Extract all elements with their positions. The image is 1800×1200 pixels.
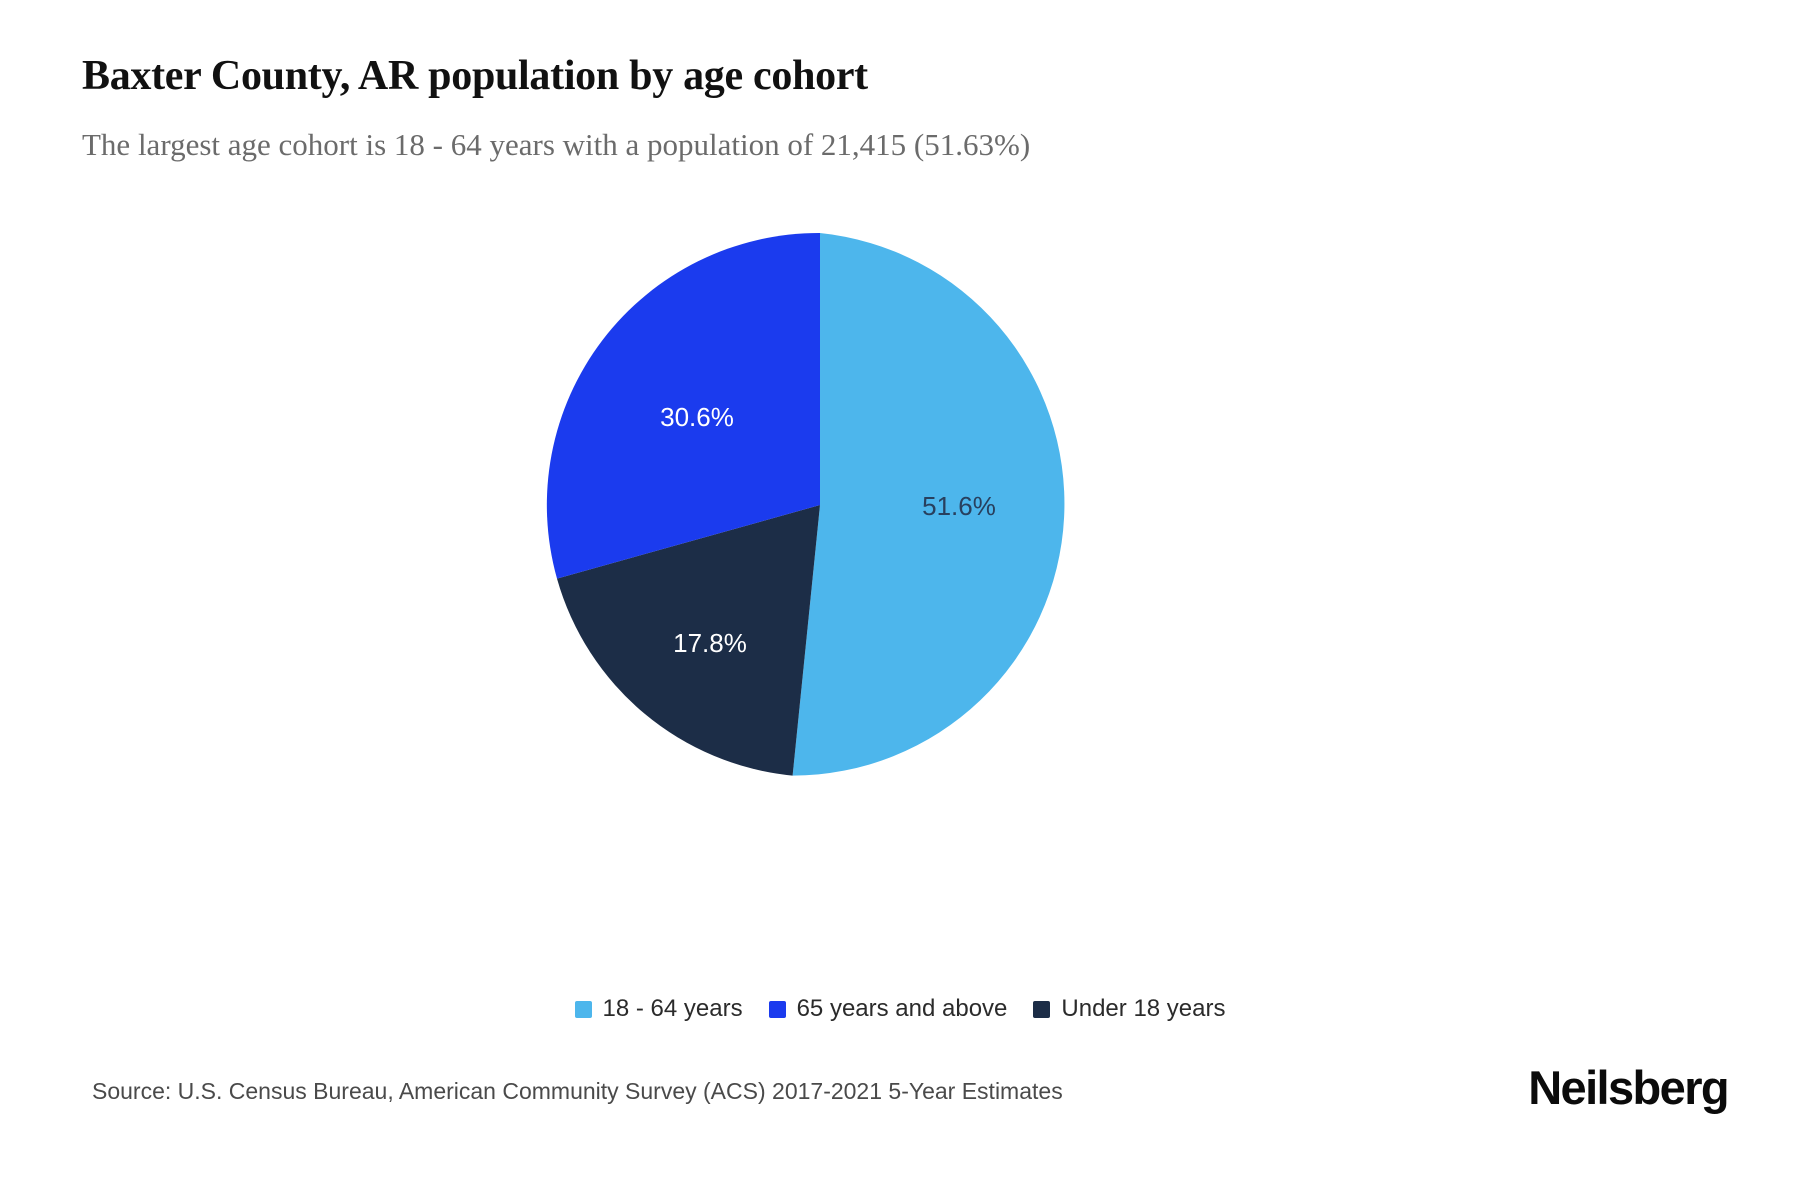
source-note: Source: U.S. Census Bureau, American Com…: [92, 1078, 1063, 1104]
pie-slice-18-64-years[interactable]: [792, 233, 1065, 776]
page-title: Baxter County, AR population by age coho…: [82, 53, 868, 99]
pie-chart-svg: 51.6% 17.8% 30.6%: [546, 232, 1065, 776]
legend-item-65-years-and-above[interactable]: 65 years and above: [768, 995, 1008, 1023]
legend-label: Under 18 years: [1061, 995, 1226, 1022]
legend-swatch-icon: [1033, 1000, 1051, 1018]
legend-swatch-icon: [574, 1000, 592, 1018]
legend-item-under-18-years[interactable]: Under 18 years: [1033, 995, 1226, 1023]
legend-item-18-64-years[interactable]: 18 - 64 years: [574, 995, 743, 1023]
pie-chart: 51.6% 17.8% 30.6%: [545, 230, 1095, 780]
pie-label-under-18-years: 17.8%: [673, 628, 747, 658]
legend-label: 65 years and above: [796, 995, 1008, 1022]
chart-subtitle: The largest age cohort is 18 - 64 years …: [82, 127, 1031, 162]
pie-label-18-64-years: 51.6%: [922, 491, 996, 521]
pie-slice-65-years-and-above[interactable]: [546, 232, 820, 579]
chart-legend: 18 - 64 years 65 years and above Under 1…: [0, 995, 1800, 1023]
pie-slice-under-18-years[interactable]: [557, 505, 820, 776]
brand-logo: Neilsberg: [1528, 1061, 1729, 1114]
legend-swatch-icon: [768, 1000, 786, 1018]
legend-label: 18 - 64 years: [602, 995, 743, 1022]
pie-label-65-years-and-above: 30.6%: [660, 402, 734, 432]
